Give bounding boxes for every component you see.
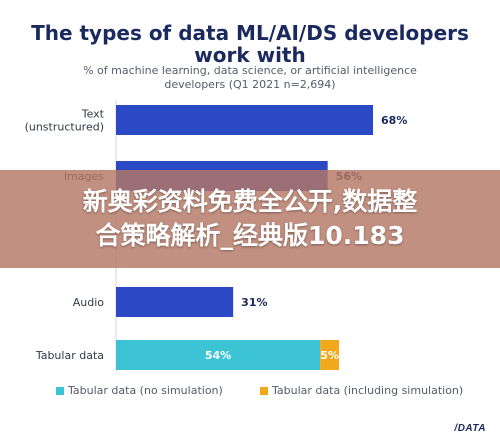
chart-subtitle-line-2: developers (Q1 2021 n=2,694) bbox=[164, 78, 336, 91]
legend-swatch-no-simulation bbox=[56, 386, 64, 395]
stacked-bar-value-label: 5% bbox=[320, 349, 339, 362]
stacked-bar-segment bbox=[116, 340, 321, 370]
legend-label-including-simulation: Tabular data (including simulation) bbox=[272, 384, 464, 397]
chart-legend: Tabular data (no simulation) Tabular dat… bbox=[52, 384, 492, 400]
category-label: Text bbox=[81, 108, 105, 121]
chart-subtitle: % of machine learning, data science, or … bbox=[60, 64, 440, 92]
bar-value-label: 31% bbox=[241, 296, 267, 309]
banner-line-1: 新奥彩资料免费全公开,数据整 bbox=[82, 187, 418, 216]
bar-value-label: 68% bbox=[381, 114, 407, 127]
brand-logo: /DATA bbox=[454, 423, 486, 434]
chart-title-line-1: The types of data ML/AI/DS developers bbox=[31, 21, 469, 45]
chart-title-line-2: work with bbox=[194, 43, 306, 67]
legend-swatch-including-simulation bbox=[260, 386, 268, 395]
stacked-bar-value-label: 54% bbox=[205, 349, 231, 362]
banner-line-2: 合策略解析_经典版10.183 bbox=[95, 221, 405, 250]
legend-item-no-simulation: Tabular data (no simulation) bbox=[56, 384, 223, 397]
stacked-bar-segment bbox=[320, 340, 340, 370]
legend-label-no-simulation: Tabular data (no simulation) bbox=[68, 384, 223, 397]
watermark-banner: 新奥彩资料免费全公开,数据整 合策略解析_经典版10.183 bbox=[0, 170, 500, 268]
category-label: Tabular data bbox=[35, 349, 104, 362]
category-label: (unstructured) bbox=[25, 121, 104, 134]
bar bbox=[116, 287, 234, 317]
category-label: Audio bbox=[73, 296, 105, 309]
bar bbox=[116, 105, 374, 135]
chart-subtitle-line-1: % of machine learning, data science, or … bbox=[83, 64, 417, 77]
chart-title: The types of data ML/AI/DS developers wo… bbox=[0, 22, 500, 66]
legend-item-including-simulation: Tabular data (including simulation) bbox=[260, 384, 463, 397]
